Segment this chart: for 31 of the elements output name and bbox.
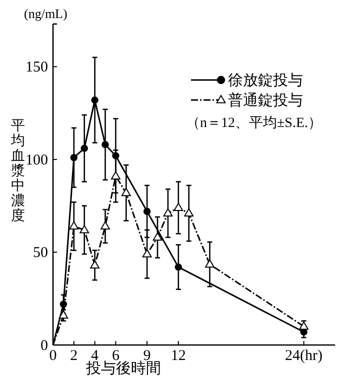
point [152,232,162,241]
point [102,141,109,148]
point [70,154,78,162]
x-tick-label: 2 [70,348,78,364]
point [205,259,214,268]
point [111,171,120,180]
annotation: （n＝12、平均±S.E.） [186,115,322,131]
point [90,260,100,269]
point [174,263,182,271]
x-axis-title: 投与後時間 [85,360,162,377]
point [69,221,79,230]
legend-label: 徐放錠投与 [228,72,303,89]
y-tick-label: 150 [26,60,48,76]
point [91,96,98,104]
point [174,202,184,211]
point [121,188,131,196]
point [142,249,152,258]
point [163,208,173,217]
point [184,208,194,217]
text: (ng/mL) [24,6,68,21]
y-tick-label: 100 [26,152,48,168]
legend-label: 普通錠投与 [228,92,303,109]
point [80,144,88,152]
point [80,224,90,234]
y-tick-label: 50 [33,245,48,262]
x-tick-label: 12 [170,348,186,364]
point [143,208,151,216]
y-tick-label: 0 [40,338,48,354]
x-tick-label: 24(hr) [285,348,323,364]
point [100,221,110,230]
y-axis-title: 平均血漿中濃度 [10,119,25,224]
